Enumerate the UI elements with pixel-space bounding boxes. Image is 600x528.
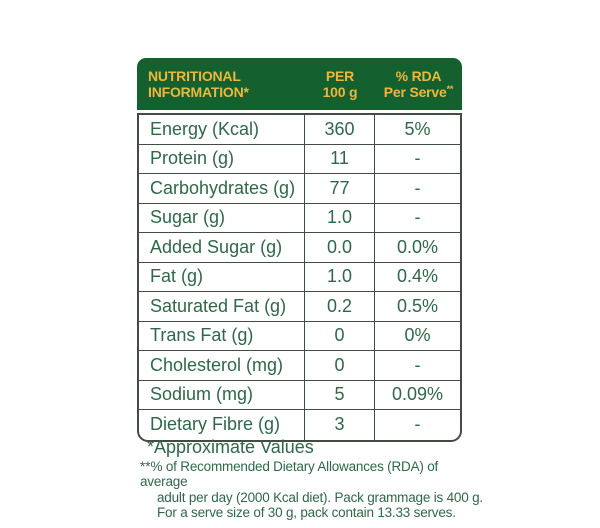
row-rda: 0% [404,325,431,346]
footnotes: *Approximate Values **% of Recommended D… [140,437,485,520]
header-col-per100g: PER 100 g [305,68,375,100]
header-rda-line2: Per Serve** [383,84,454,100]
row-rda: - [414,177,421,198]
row-label: Saturated Fat (g) [139,292,305,321]
row-label: Fat (g) [139,262,305,291]
row-value: 360 [305,115,375,144]
table-row-fat: Fat (g) 1.0 0.4% [139,262,460,292]
header-col-nutrient: NUTRITIONAL INFORMATION* [137,68,305,100]
footnote-rda-prefix: ** [140,459,151,474]
row-rda: - [414,148,421,169]
nutrition-table: NUTRITIONAL INFORMATION* PER 100 g % RDA… [137,58,462,442]
table-row-carbohydrates: Carbohydrates (g) 77 - [139,174,460,204]
table-body: Energy (Kcal) 360 5% Protein (g) 11 - Ca… [137,113,462,442]
row-label: Sodium (mg) [139,380,305,409]
table-row-added-sugar: Added Sugar (g) 0.0 0.0% [139,233,460,263]
row-rda: 0.09% [391,384,444,405]
row-label: Dietary Fibre (g) [139,410,305,440]
row-value: 0.2 [305,292,375,321]
table-row-trans-fat: Trans Fat (g) 0 0% [139,321,460,351]
footnote-rda: **% of Recommended Dietary Allowances (R… [140,459,485,520]
header-nutrient-line1: NUTRITIONAL [148,68,241,84]
row-value: 11 [305,144,375,173]
row-label: Energy (Kcal) [139,115,305,144]
table-row-sodium: Sodium (mg) 5 0.09% [139,380,460,410]
row-label: Protein (g) [139,144,305,173]
row-value: 0 [305,351,375,380]
rda-footnote-marker: ** [446,84,454,94]
header-per-line1: PER [325,68,355,84]
row-rda: - [414,414,421,435]
row-label: Added Sugar (g) [139,233,305,262]
row-value: 1.0 [305,262,375,291]
header-per-line2: 100 g [322,84,358,100]
row-label: Trans Fat (g) [139,321,305,350]
row-value: 0.0 [305,233,375,262]
row-value: 0 [305,321,375,350]
row-rda: - [414,207,421,228]
footnote-rda-line1: **% of Recommended Dietary Allowances (R… [140,459,439,490]
table-row-sugar: Sugar (g) 1.0 - [139,203,460,233]
footnote-rda-line2: adult per day (2000 Kcal diet). Pack gra… [157,489,483,505]
row-rda: 0.4% [396,266,439,287]
footnote-rda-line3: For a serve size of 30 g, pack contain 1… [157,504,456,520]
table-row-energy: Energy (Kcal) 360 5% [139,115,460,145]
table-row-protein: Protein (g) 11 - [139,144,460,174]
row-value: 77 [305,174,375,203]
row-label: Carbohydrates (g) [139,174,305,203]
row-rda: 5% [404,118,431,139]
row-rda: - [414,354,421,375]
row-value: 3 [305,410,375,440]
header-rda-line1: % RDA [395,68,442,84]
table-header: NUTRITIONAL INFORMATION* PER 100 g % RDA… [137,58,462,110]
row-value: 5 [305,380,375,409]
row-value: 1.0 [305,203,375,232]
header-nutrient-line2: INFORMATION* [148,84,249,100]
table-row-saturated-fat: Saturated Fat (g) 0.2 0.5% [139,292,460,322]
table-row-dietary-fibre: Dietary Fibre (g) 3 - [139,410,460,440]
row-label: Sugar (g) [139,203,305,232]
row-rda: 0.5% [396,295,439,316]
footnote-approximate: *Approximate Values [147,437,314,457]
row-label: Cholesterol (mg) [139,351,305,380]
table-row-cholesterol: Cholesterol (mg) 0 - [139,351,460,381]
header-col-rda: % RDA Per Serve** [375,68,462,100]
row-rda: 0.0% [396,236,439,257]
